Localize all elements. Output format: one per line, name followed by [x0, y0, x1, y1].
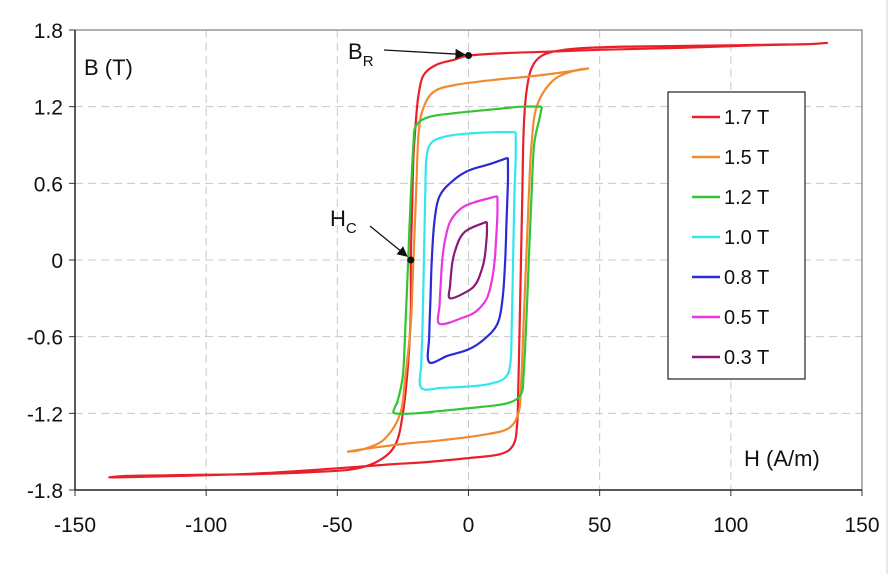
legend-label: 0.3 T: [724, 347, 769, 369]
legend-label: 1.7 T: [724, 107, 769, 129]
y-tick-label: -1.2: [27, 403, 63, 426]
x-axis-title: H (A/m): [744, 446, 820, 471]
axes: [69, 29, 863, 496]
br-annotation-main: B: [348, 39, 363, 64]
x-tick-label: 50: [588, 514, 611, 537]
series-line: [447, 220, 489, 300]
legend-label: 1.5 T: [724, 147, 769, 169]
legend: 1.7 T 1.5 T 1.2 T 1.0 T 0.8 T 0.5 T 0.3 T: [667, 91, 806, 380]
br-annotation: BR: [348, 39, 374, 70]
y-tick-label: -1.8: [27, 480, 63, 503]
x-tick-label: -100: [185, 514, 227, 537]
x-tick-label: 150: [844, 514, 879, 537]
hc-annotation-main: H: [330, 206, 346, 231]
x-tick-label: -150: [54, 514, 96, 537]
series-line: [392, 105, 544, 416]
hc-point: [407, 256, 415, 264]
legend-label: 0.8 T: [724, 267, 769, 289]
annotations: BR HC: [330, 39, 472, 264]
x-tick-label: 100: [713, 514, 748, 537]
br-arrow: [383, 48, 466, 60]
y-tick-label: 0.6: [34, 173, 63, 196]
legend-box: [667, 91, 806, 380]
series-line: [426, 156, 510, 365]
y-axis-title: B (T): [84, 55, 133, 80]
br-annotation-sub: R: [363, 53, 374, 70]
hc-arrow: [369, 225, 408, 257]
series-line: [418, 131, 517, 391]
series-group: [108, 41, 828, 479]
series-line: [436, 195, 499, 326]
hc-annotation-sub: C: [346, 220, 357, 237]
br-point: [465, 52, 472, 60]
hc-annotation: HC: [330, 206, 357, 237]
y-tick-label: 1.2: [34, 97, 63, 120]
tick-labels: -150 -100 -50 0 50 100 150 -1.8 -1.2 -0.6 0 0.6 1.2 1…: [27, 20, 880, 537]
y-tick-label: -0.6: [27, 327, 63, 350]
series-line: [108, 41, 828, 479]
y-tick-label: 0: [51, 250, 63, 273]
legend-label: 0.5 T: [724, 307, 769, 329]
x-tick-label: -50: [322, 514, 352, 537]
y-tick-label: 1.8: [34, 20, 63, 43]
x-tick-label: 0: [463, 514, 475, 537]
legend-label: 1.2 T: [724, 187, 769, 209]
legend-label: 1.0 T: [724, 227, 769, 249]
series-line: [346, 67, 590, 453]
